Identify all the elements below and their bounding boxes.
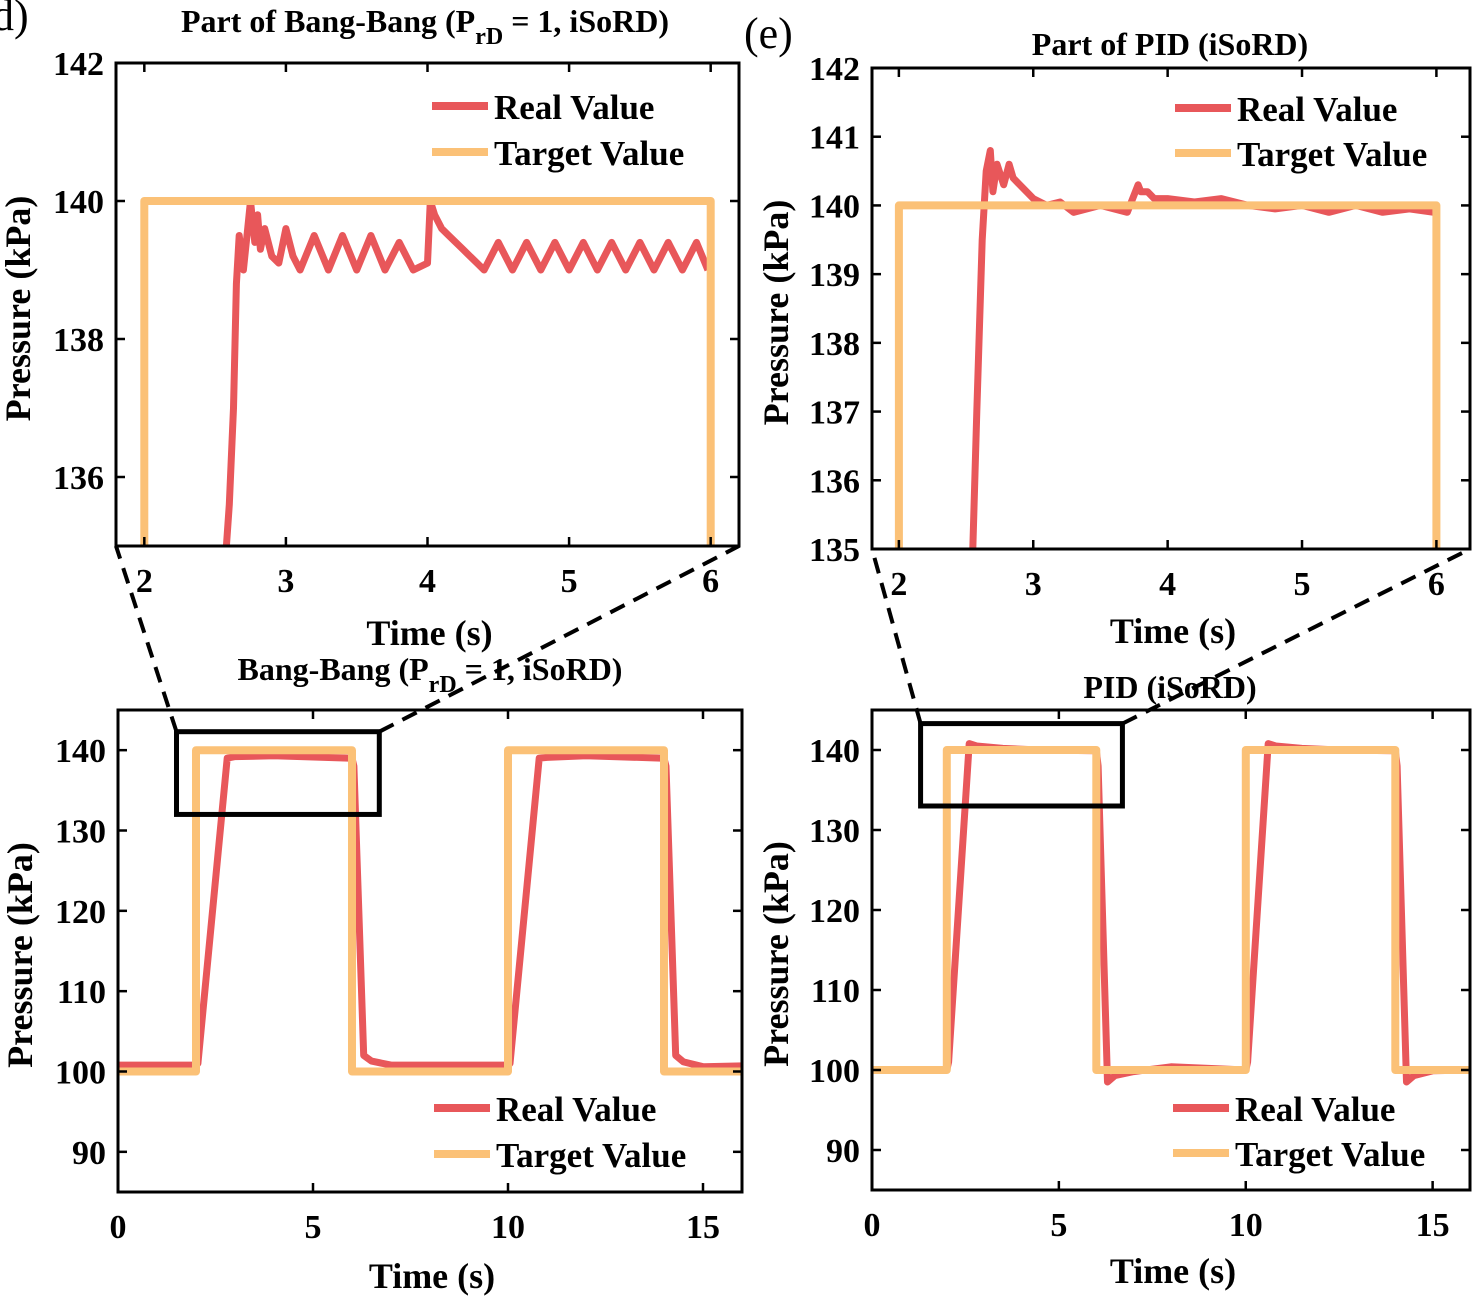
legend-label-real-value: Real Value (1237, 90, 1397, 129)
x-tick-label: 5 (1050, 1207, 1067, 1244)
chart-d-zoom: 2 3 4 5 6 136 138 140 142 Part of Bang-Bang (PrD … (0, 3, 741, 653)
y-tick-label: 120 (809, 893, 860, 930)
x-tick-label: 5 (561, 563, 578, 600)
plot-frame (870, 66, 1472, 551)
x-axis-label: Time (s) (1110, 611, 1236, 651)
chart-d-full: 0 5 10 15 90 100 110 120 130 140 Bang-Bang (PrD = … (0, 651, 744, 1296)
y-tick-label: 140 (53, 184, 104, 221)
x-axis-label: Time (s) (366, 613, 492, 653)
y-tick-label: 140 (55, 733, 106, 770)
y-tick-label: 100 (809, 1053, 860, 1090)
chart-e-zoom: 2 3 4 5 6 135 136 137 138 139 140 141 142 Part of PID… (756, 26, 1472, 651)
series-real-value-line (872, 740, 1470, 1086)
legend-label-target-value: Target Value (496, 1136, 686, 1175)
chart-title-tail: = 1, iSoRD) (457, 651, 623, 687)
y-axis-label: Pressure (kPa) (0, 842, 40, 1068)
series-real-value-line (118, 752, 742, 1071)
y-tick-label: 90 (826, 1133, 860, 1170)
chart-title-tail: = 1, iSoRD) (503, 3, 669, 39)
zoom-connector-right (378, 544, 740, 734)
x-tick-label: 3 (277, 563, 294, 600)
y-tick-label: 139 (809, 257, 860, 294)
chart-title-subscript: rD (475, 24, 503, 50)
zoom-connector-left (870, 548, 923, 725)
x-tick-label: 4 (419, 563, 436, 600)
legend-label-target-value: Target Value (1237, 135, 1427, 174)
y-tick-label: 136 (53, 460, 104, 497)
y-tick-label: 110 (57, 974, 106, 1011)
series-target-value-line (894, 201, 1441, 549)
y-tick-label: 140 (809, 733, 860, 770)
legend-label-real-value: Real Value (494, 88, 654, 127)
x-tick-label: 4 (1159, 566, 1176, 603)
panel-label-e: (e) (744, 9, 793, 58)
y-tick-label: 135 (809, 532, 860, 569)
panel-label-d: d) (0, 0, 29, 40)
plot-frame (116, 708, 744, 1194)
x-tick-label: 10 (1229, 1207, 1263, 1244)
y-tick-label: 130 (55, 814, 106, 851)
series-target-value-line (118, 746, 742, 1076)
y-tick-label: 90 (72, 1135, 106, 1172)
x-tick-label: 15 (686, 1209, 720, 1246)
zoom-connectors (114, 544, 1471, 734)
y-tick-label: 136 (809, 463, 860, 500)
x-tick-label: 3 (1025, 566, 1042, 603)
y-tick-label: 138 (809, 326, 860, 363)
y-tick-label: 142 (53, 46, 104, 83)
x-tick-label: 6 (702, 563, 719, 600)
y-tick-label: 142 (809, 51, 860, 88)
y-tick-label: 120 (55, 894, 106, 931)
x-tick-label: 2 (136, 563, 153, 600)
legend-label-target-value: Target Value (1235, 1135, 1425, 1174)
y-axis-label: Pressure (kPa) (756, 841, 796, 1067)
x-tick-label: 0 (110, 1209, 127, 1246)
x-tick-label: 2 (890, 566, 907, 603)
series-real-value-line (969, 147, 1435, 549)
chart-title-main: Bang-Bang (P (238, 651, 429, 687)
zoom-region-box (174, 729, 382, 817)
y-tick-label: 137 (809, 395, 860, 432)
chart-title: Bang-Bang (PrD = 1, iSoRD) (238, 651, 623, 698)
y-axis-label: Pressure (kPa) (0, 196, 38, 422)
zoom-region-box (918, 721, 1125, 809)
chart-title: Part of Bang-Bang (PrD = 1, iSoRD) (181, 3, 669, 50)
chart-title-main: Part of PID (iSoRD) (1032, 26, 1308, 62)
legend-label-real-value: Real Value (1235, 1090, 1395, 1129)
chart-title: Part of PID (iSoRD) (1032, 26, 1308, 62)
y-tick-label: 100 (55, 1055, 106, 1092)
x-tick-label: 10 (491, 1209, 525, 1246)
y-tick-label: 110 (811, 973, 860, 1010)
x-tick-label: 6 (1428, 566, 1445, 603)
series-target-value-line (872, 746, 1470, 1074)
y-tick-label: 140 (809, 188, 860, 225)
x-axis-label: Time (s) (369, 1256, 495, 1296)
y-axis-label: Pressure (kPa) (756, 200, 796, 426)
y-tick-label: 138 (53, 322, 104, 359)
charts: 2 3 4 5 6 136 138 140 142 Part of Bang-Bang (PrD … (0, 3, 1472, 1296)
x-axis-label: Time (s) (1110, 1251, 1236, 1291)
plot-frame (870, 708, 1472, 1192)
series-real-value-line (222, 197, 712, 546)
chart-title-main: Part of Bang-Bang (P (181, 3, 475, 39)
legend-label-real-value: Real Value (496, 1090, 656, 1129)
legend-label-target-value: Target Value (494, 134, 684, 173)
series-target-value-line (140, 197, 715, 546)
zoom-connector-right (1121, 547, 1471, 726)
x-tick-label: 5 (305, 1209, 322, 1246)
y-tick-label: 141 (809, 120, 860, 157)
x-tick-label: 15 (1416, 1207, 1450, 1244)
x-tick-label: 0 (864, 1207, 881, 1244)
zoom-connector-left (114, 545, 179, 733)
y-tick-label: 130 (809, 813, 860, 850)
x-tick-label: 5 (1294, 566, 1311, 603)
